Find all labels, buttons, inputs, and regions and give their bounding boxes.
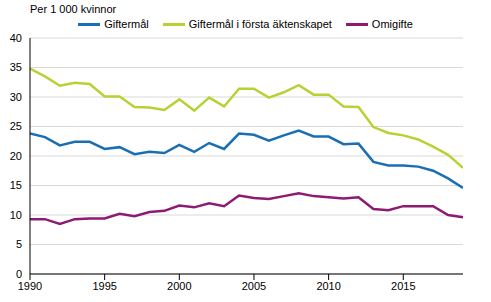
svg-text:1995: 1995 — [92, 280, 116, 292]
svg-text:40: 40 — [10, 32, 22, 44]
svg-text:30: 30 — [10, 91, 22, 103]
svg-text:25: 25 — [10, 120, 22, 132]
svg-text:10: 10 — [10, 209, 22, 221]
svg-text:1990: 1990 — [18, 280, 42, 292]
svg-text:0: 0 — [16, 268, 22, 280]
svg-text:2015: 2015 — [391, 280, 415, 292]
html-text:Omigifte: Omigifte — [371, 18, 413, 30]
svg-text:2000: 2000 — [167, 280, 191, 292]
svg-text:2010: 2010 — [316, 280, 340, 292]
html-text:Giftermål: Giftermål — [104, 18, 149, 30]
svg-text:5: 5 — [16, 238, 22, 250]
html-text:Giftermål i första äktenskapet: Giftermål i första äktenskapet — [188, 18, 332, 30]
svg-text:15: 15 — [10, 179, 22, 191]
svg-text:35: 35 — [10, 61, 22, 73]
html-text:Per 1 000 kvinnor: Per 1 000 kvinnor — [30, 3, 117, 15]
svg-text:20: 20 — [10, 150, 22, 162]
svg-text:2005: 2005 — [242, 280, 266, 292]
